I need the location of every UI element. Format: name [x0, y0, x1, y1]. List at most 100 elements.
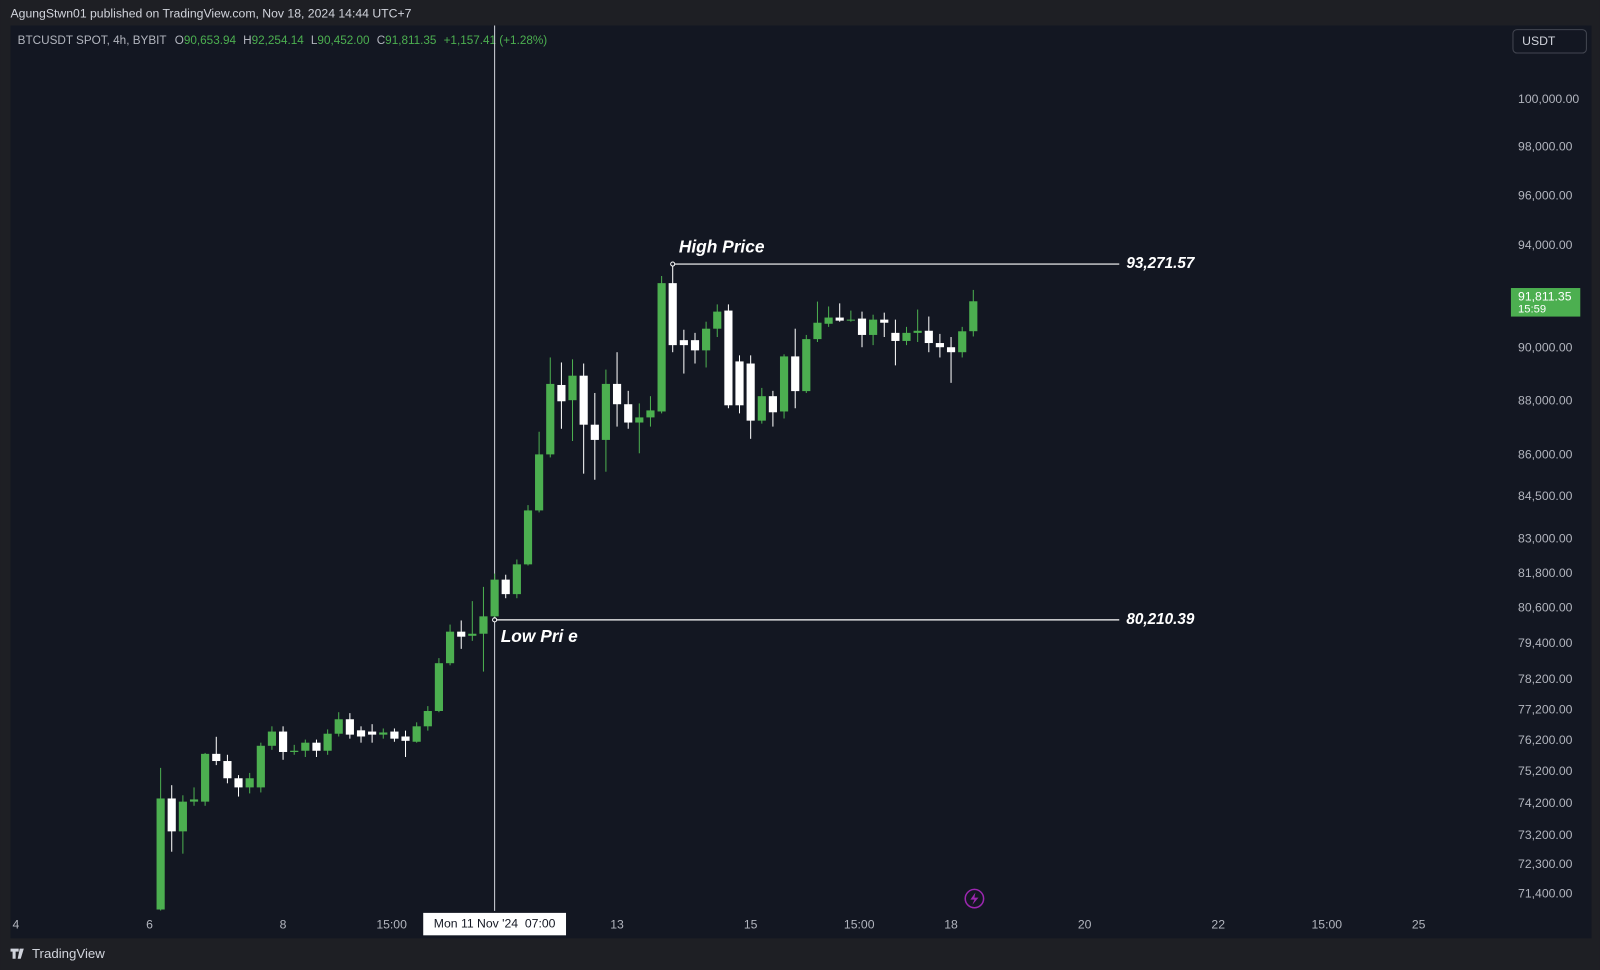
lightning-bolt[interactable]: [970, 892, 979, 905]
x-tick-label: 4: [12, 917, 19, 931]
candle-body: [445, 631, 455, 664]
candle-body: [267, 731, 276, 746]
candle-body: [490, 579, 499, 617]
candle-body: [290, 750, 299, 752]
candle-body: [612, 383, 622, 405]
candle-body: [657, 283, 666, 412]
o-value: 90,653.94: [184, 34, 237, 47]
currency-button[interactable]: USDT: [1512, 29, 1587, 54]
candle-body: [735, 361, 744, 406]
x-tick-label: 25: [1412, 917, 1426, 931]
last-price-label: 91,811.35: [1518, 289, 1572, 303]
y-tick-label: 75,200.00: [1518, 764, 1573, 778]
annotation-text: Low Pri e: [501, 626, 578, 646]
candle-body: [891, 332, 900, 341]
candle-body: [457, 631, 466, 637]
last-price-box: [1510, 288, 1581, 317]
candle-body: [824, 317, 833, 324]
candle-body: [746, 363, 755, 421]
l-label: L: [311, 34, 318, 47]
x-tick-label: 18: [944, 917, 958, 931]
annotation-text: High Price: [679, 236, 765, 256]
h-value: 92,254.14: [252, 34, 305, 47]
candle-body: [312, 742, 321, 751]
candle-body: [468, 633, 477, 636]
candle-body: [368, 731, 377, 735]
candle-body: [802, 339, 811, 392]
candle-body: [412, 726, 421, 742]
y-tick-label: 98,000.00: [1518, 140, 1573, 154]
crosshair-label-box: [423, 912, 567, 936]
candle-body: [624, 404, 633, 423]
candle-body: [958, 331, 967, 353]
annotation-anchor: [492, 617, 498, 623]
y-tick-label: 88,000.00: [1518, 394, 1573, 408]
candle-body: [768, 396, 777, 413]
c-value: 91,811.35: [385, 34, 437, 47]
candle-body: [869, 319, 878, 335]
l-value: 90,452.00: [317, 34, 370, 47]
y-tick-label: 77,200.00: [1518, 702, 1573, 716]
y-tick-label: 86,000.00: [1518, 448, 1573, 462]
candle-body: [201, 753, 210, 802]
candles: [156, 264, 978, 911]
candle-body: [969, 301, 978, 332]
candle-body: [702, 328, 711, 351]
x-tick-label: 15: [744, 917, 758, 931]
candle-body: [423, 710, 432, 727]
logo-mark: [10, 948, 24, 959]
y-tick-label: 78,200.00: [1518, 672, 1573, 686]
candle-body: [379, 732, 388, 735]
x-tick-label: 6: [146, 917, 153, 931]
candle-body: [345, 719, 354, 735]
candle-body: [390, 731, 399, 739]
c-label: C: [377, 34, 386, 47]
candle-body: [668, 283, 677, 346]
currency-button-label[interactable]: USDT: [1522, 34, 1556, 48]
candle-body: [523, 510, 533, 565]
candle-body: [546, 383, 555, 455]
candle-body: [813, 322, 822, 340]
candle-body: [579, 375, 588, 425]
candle-body: [646, 410, 655, 418]
candle-body: [535, 454, 544, 511]
candle-body: [156, 798, 165, 910]
y-tick-label: 72,300.00: [1518, 857, 1573, 871]
x-tick-label: 20: [1078, 917, 1092, 931]
candle-body: [212, 753, 221, 762]
y-tick-label: 79,400.00: [1518, 636, 1573, 650]
lightning-icon[interactable]: [964, 888, 985, 909]
candle-body: [167, 798, 176, 832]
chart-panel: [10, 25, 1592, 939]
candle-body: [779, 356, 789, 412]
candle-body: [902, 332, 911, 341]
candle-body: [880, 319, 889, 323]
candle-body: [479, 616, 488, 634]
candle-body: [913, 330, 922, 333]
y-tick-label: 90,000.00: [1518, 341, 1573, 355]
candle-body: [245, 778, 254, 788]
candle-body: [679, 340, 688, 346]
y-tick-label: 83,000.00: [1518, 531, 1573, 545]
x-tick-label: 8: [280, 917, 287, 931]
candle-body: [857, 318, 867, 335]
candle-body: [301, 742, 310, 751]
candle-body: [323, 733, 332, 751]
candle-body: [924, 330, 933, 344]
candle-body: [946, 347, 956, 353]
x-tick-label: 15:00: [1311, 917, 1342, 931]
candle-body: [234, 778, 243, 788]
y-tick-label: 84,500.00: [1518, 489, 1573, 503]
candle-body: [334, 719, 343, 734]
lightning-circle[interactable]: [964, 888, 985, 909]
crosshair-label: Mon 11 Nov '24 07:00: [434, 916, 556, 930]
currency-button-box[interactable]: [1512, 29, 1587, 54]
x-tick-label: 15:00: [844, 917, 875, 931]
x-tick-label: 15:00: [376, 917, 407, 931]
candle-body: [356, 730, 366, 737]
candle-body: [757, 396, 766, 421]
candle-body: [189, 799, 199, 802]
candle-body: [846, 319, 855, 321]
